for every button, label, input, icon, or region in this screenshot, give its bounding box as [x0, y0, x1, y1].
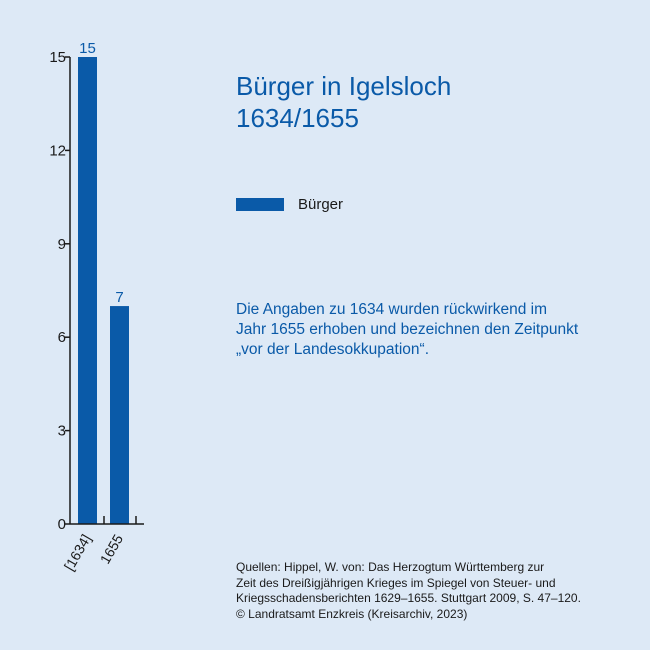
note-line-2: Jahr 1655 erhoben und bezeichnen den Zei…	[236, 321, 579, 338]
y-tick-label: 3	[58, 423, 66, 440]
x-axis: [1634] 1655	[61, 516, 144, 573]
bar-value-label: 7	[115, 289, 123, 306]
y-tick-label: 0	[58, 516, 66, 533]
bar	[78, 57, 97, 524]
chart-note: Die Angaben zu 1634 wurden rückwirkend i…	[236, 300, 636, 360]
x-tick-label: [1634]	[61, 532, 94, 574]
chart-title-line-2: 1634/1655	[236, 103, 359, 133]
source-line-3: Kriegsschadensberichten 1629–1655. Stutt…	[236, 591, 581, 605]
chart-title: Bürger in Igelsloch 1634/1655	[236, 70, 451, 134]
legend: Bürger	[236, 196, 343, 213]
y-tick-label: 15	[49, 49, 66, 66]
source-line-1: Quellen: Hippel, W. von: Das Herzogtum W…	[236, 560, 545, 574]
note-line-1: Die Angaben zu 1634 wurden rückwirkend i…	[236, 301, 548, 318]
y-axis: 0 3 6 9 12 15	[49, 49, 71, 533]
legend-label: Bürger	[298, 196, 344, 213]
chart-title-line-1: Bürger in Igelsloch	[236, 71, 452, 101]
y-tick-label: 9	[58, 236, 66, 253]
y-tick-label: 6	[58, 329, 66, 346]
bars: 15 7	[78, 40, 129, 524]
legend-swatch	[236, 198, 284, 211]
x-tick-label: 1655	[97, 531, 127, 566]
copyright-line: © Landratsamt Enzkreis (Kreisarchiv, 202…	[236, 606, 468, 621]
y-tick-label: 12	[49, 142, 66, 159]
bar-value-label: 15	[79, 40, 96, 57]
note-line-3: „vor der Landesokkupation“.	[236, 341, 430, 358]
sources: Quellen: Hippel, W. von: Das Herzogtum W…	[236, 560, 636, 622]
bar	[110, 306, 129, 524]
source-line-2: Zeit des Dreißigjährigen Krieges im Spie…	[236, 575, 556, 590]
